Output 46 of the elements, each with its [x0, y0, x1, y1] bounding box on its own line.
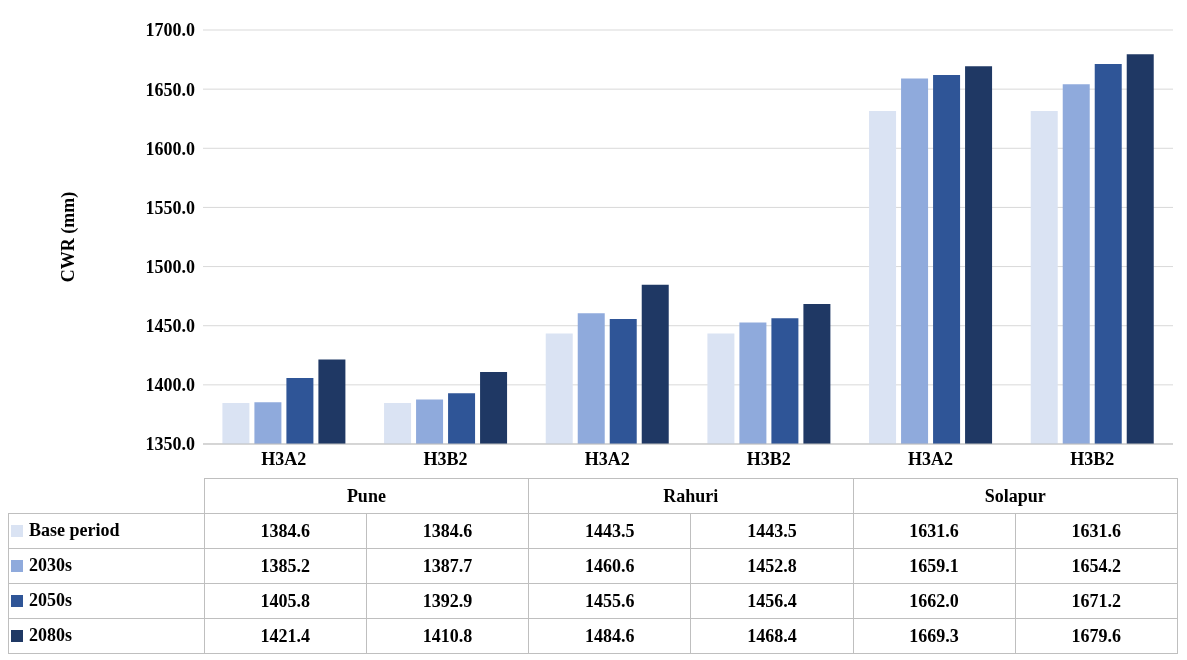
data-label: 1671.2	[1015, 583, 1178, 619]
data-label: 1384.6	[366, 513, 529, 549]
data-label: 1631.6	[853, 513, 1016, 549]
data-label: 1460.6	[528, 548, 691, 584]
data-label: 1421.4	[204, 618, 367, 654]
data-label: 1484.6	[528, 618, 691, 654]
y-tick-label: 1700.0	[145, 20, 195, 41]
data-label: 1385.2	[204, 548, 367, 584]
data-label: 1384.6	[204, 513, 367, 549]
data-label: 1679.6	[1015, 618, 1178, 654]
data-label: 1405.8	[204, 583, 367, 619]
x-tick-label: H3B2	[746, 448, 791, 469]
data-label: 1452.8	[690, 548, 854, 584]
data-label: 1669.3	[853, 618, 1016, 654]
data-label: 1443.5	[690, 513, 854, 549]
y-axis-title: CWR (mm)	[58, 191, 80, 283]
data-label: 1410.8	[366, 618, 529, 654]
y-tick-label: 1400.0	[145, 375, 195, 396]
data-label: 1443.5	[528, 513, 691, 549]
data-label: 1631.6	[1015, 513, 1178, 549]
data-label: 1468.4	[690, 618, 854, 654]
x-tick-label: H3A2	[261, 448, 307, 469]
y-tick-label: 1550.0	[145, 197, 195, 218]
data-label: 1455.6	[528, 583, 691, 619]
y-tick-label: 1500.0	[145, 256, 195, 277]
data-label: 1659.1	[853, 548, 1016, 584]
x-tick-label: H3A2	[584, 448, 630, 469]
data-label: 1654.2	[1015, 548, 1178, 584]
y-tick-label: 1650.0	[145, 79, 195, 100]
y-tick-label: 1450.0	[145, 316, 195, 337]
x-tick-label: H3A2	[908, 448, 953, 469]
legend-label: 2080s	[29, 625, 73, 647]
data-label: 1387.7	[366, 548, 529, 584]
text: Rahuri	[528, 478, 854, 514]
text: Solapur	[853, 478, 1178, 514]
x-tick-label: H3B2	[423, 448, 468, 469]
data-label: 1392.9	[366, 583, 529, 619]
data-label: 1662.0	[853, 583, 1016, 619]
y-tick-label: 1600.0	[145, 138, 195, 159]
data-label: 1456.4	[690, 583, 854, 619]
y-tick-label: 1350.0	[145, 434, 195, 455]
x-tick-label: H3B2	[1070, 448, 1115, 469]
text: Pune	[204, 478, 529, 514]
legend-label: 2030s	[29, 555, 73, 577]
legend-label: Base period	[29, 520, 120, 542]
legend-label: 2050s	[29, 590, 73, 612]
